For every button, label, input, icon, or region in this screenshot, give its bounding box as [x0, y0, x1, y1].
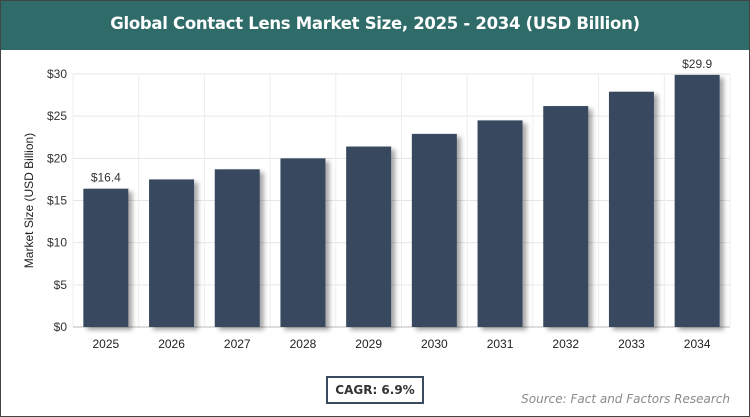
y-tick-label: $15 [47, 194, 67, 208]
bar-2030 [411, 133, 457, 327]
x-tick-label: 2029 [355, 337, 382, 351]
bar-2028 [280, 158, 326, 327]
y-tick-label: $20 [47, 151, 67, 165]
x-tick-label: 2031 [487, 337, 514, 351]
cagr-badge: CAGR: 6.9% [326, 376, 424, 404]
bar-2027 [214, 169, 260, 327]
x-tick-label: 2033 [618, 337, 645, 351]
y-tick-label: $0 [54, 320, 68, 334]
x-tick-label: 2028 [290, 337, 317, 351]
data-label: $16.4 [91, 171, 121, 185]
bar-2031 [477, 120, 523, 327]
x-tick-label: 2027 [224, 337, 251, 351]
bar-2026 [149, 179, 195, 327]
bar-2025 [83, 188, 129, 327]
chart-title: Global Contact Lens Market Size, 2025 - … [1, 1, 749, 50]
x-tick-label: 2032 [552, 337, 579, 351]
bar-2032 [543, 106, 589, 328]
x-tick-label: 2030 [421, 337, 448, 351]
source-note: Source: Fact and Factors Research [521, 392, 730, 406]
y-axis-label: Market Size (USD Billion) [22, 133, 36, 268]
data-label: $29.9 [682, 57, 712, 71]
y-tick-label: $10 [47, 236, 67, 250]
y-tick-label: $5 [54, 278, 68, 292]
x-tick-label: 2034 [684, 337, 711, 351]
y-tick-label: $30 [47, 67, 67, 81]
x-tick-label: 2025 [92, 337, 119, 351]
bar-2034 [674, 74, 720, 328]
bar-2033 [608, 91, 654, 328]
x-tick-label: 2026 [158, 337, 185, 351]
y-tick-label: $25 [47, 109, 67, 123]
bar-2029 [346, 146, 392, 327]
